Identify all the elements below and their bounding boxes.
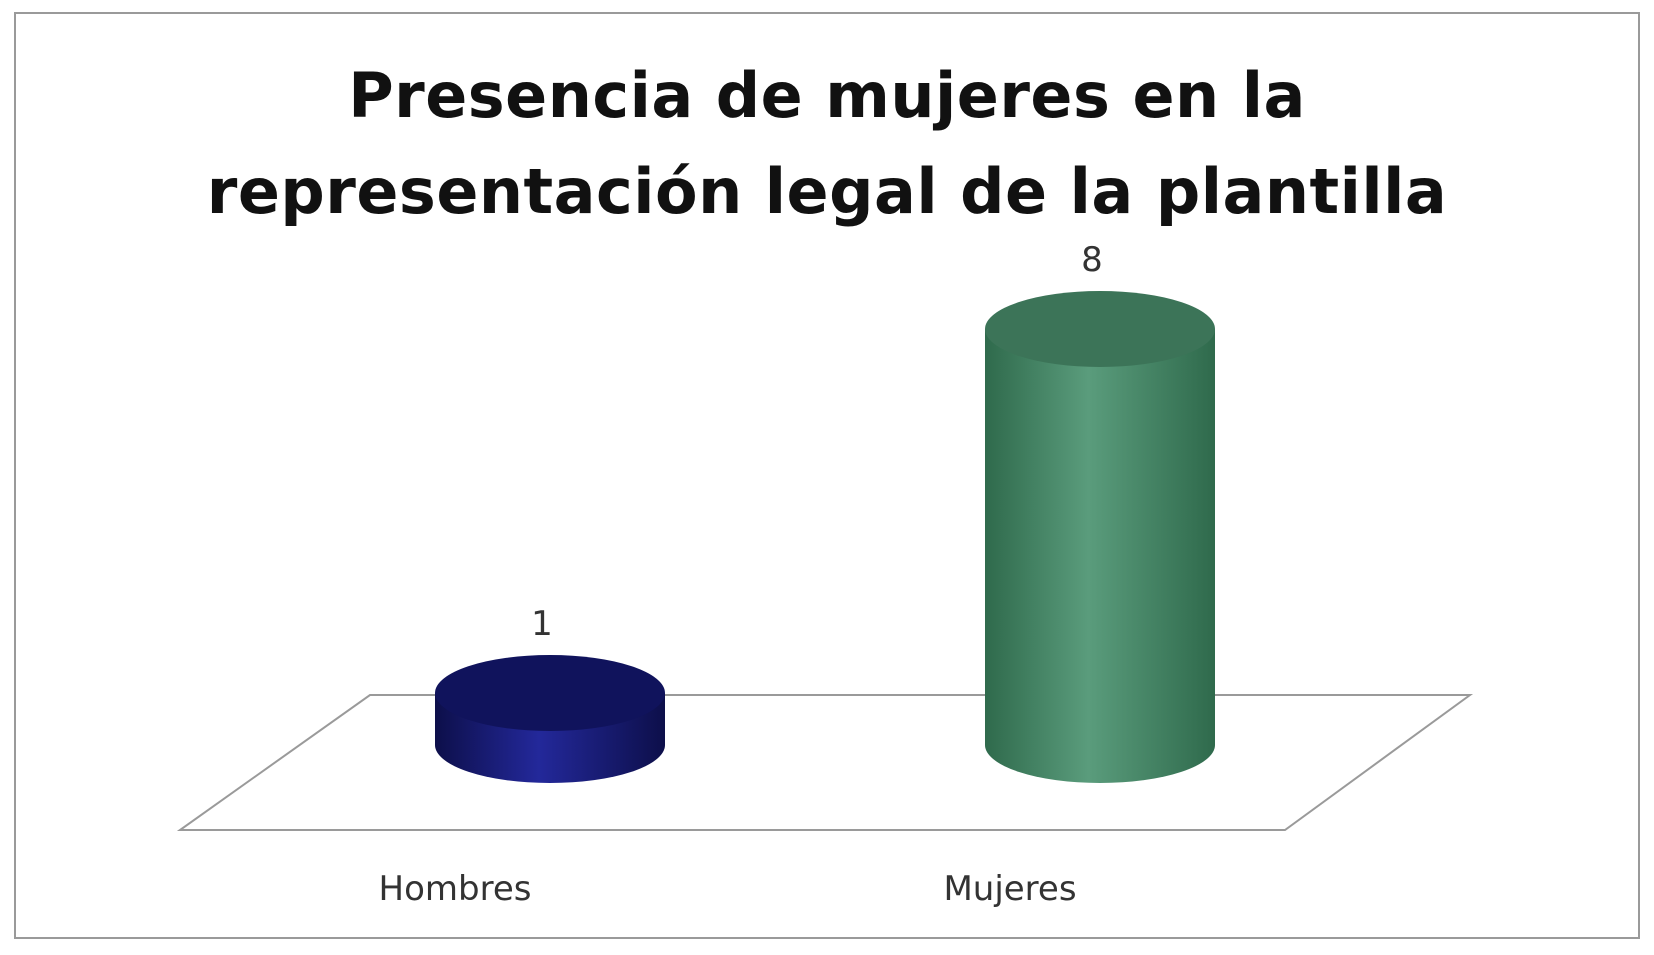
- category-label-mujeres: Mujeres: [943, 869, 1076, 909]
- bar-hombres: [435, 655, 665, 783]
- data-label-mujeres: 8: [1081, 240, 1103, 280]
- chart-title-line-1: Presencia de mujeres en la: [348, 59, 1306, 132]
- data-label-hombres: 1: [531, 604, 553, 644]
- bar-mujeres: [985, 291, 1215, 783]
- bar-top: [985, 291, 1215, 367]
- bar-body: [985, 329, 1215, 783]
- bar-top: [435, 655, 665, 731]
- chart-title: Presencia de mujeres en la representació…: [0, 48, 1654, 240]
- category-label-hombres: Hombres: [379, 869, 532, 909]
- chart-title-line-2: representación legal de la plantilla: [206, 155, 1448, 228]
- chart-floor: [176, 694, 1474, 831]
